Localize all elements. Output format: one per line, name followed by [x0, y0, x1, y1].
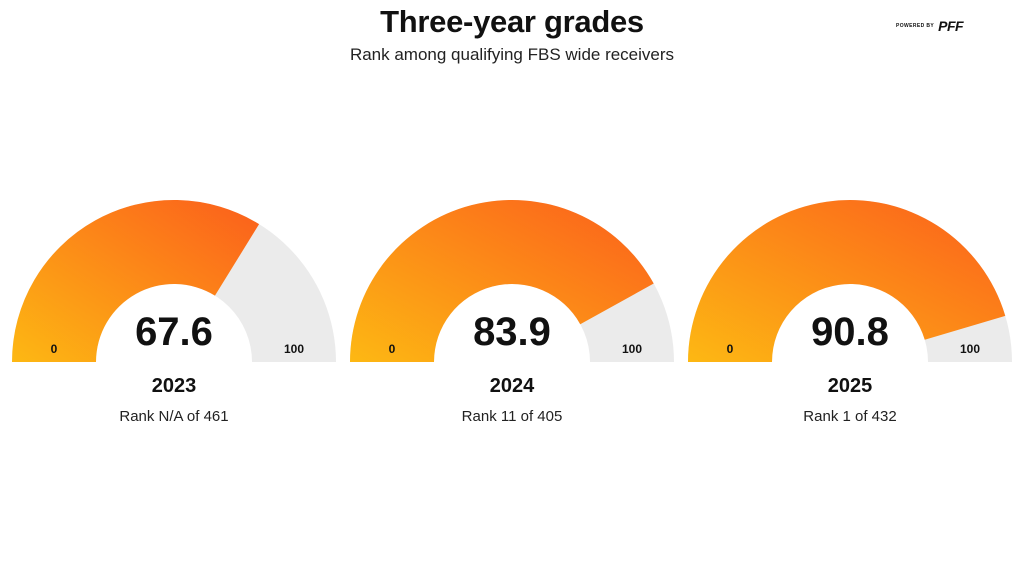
powered-by-label: POWERED BY [896, 23, 935, 29]
gauge-max-label: 100 [284, 342, 304, 356]
gauge-fill [350, 199, 654, 362]
chart-subtitle: Rank among qualifying FBS wide receivers [349, 45, 675, 64]
gauge-max-label: 100 [960, 342, 980, 356]
pff-branding: POWERED BY PFF [896, 18, 964, 34]
gauge-rank-label: Rank 1 of 432 [803, 408, 896, 425]
gauge-rank-label: Rank 11 of 405 [462, 408, 563, 425]
gauge-2023: 67.6 0 100 2023 Rank N/A of 461 [12, 200, 336, 425]
gauge-year-label: 2025 [828, 375, 873, 397]
gauge-rank-label: Rank N/A of 461 [119, 408, 228, 425]
gauge-value: 90.8 [811, 310, 889, 354]
gauge-value: 83.9 [473, 310, 551, 354]
gauge-2024: 83.9 0 100 2024 Rank 11 of 405 [350, 199, 674, 425]
gauge-min-label: 0 [727, 342, 734, 356]
gauge-max-label: 100 [622, 342, 642, 356]
gauge-min-label: 0 [389, 342, 396, 356]
gauge-value: 67.6 [135, 310, 213, 354]
gauge-fill [688, 200, 1006, 362]
gauge-fill [12, 200, 260, 362]
gauge-year-label: 2023 [152, 375, 197, 397]
pff-logo: PFF [938, 18, 964, 34]
gauge-year-label: 2024 [490, 375, 535, 397]
gauge-min-label: 0 [51, 342, 58, 356]
chart-title: Three-year grades [380, 4, 644, 39]
gauge-2025: 90.8 0 100 2025 Rank 1 of 432 [688, 200, 1012, 425]
